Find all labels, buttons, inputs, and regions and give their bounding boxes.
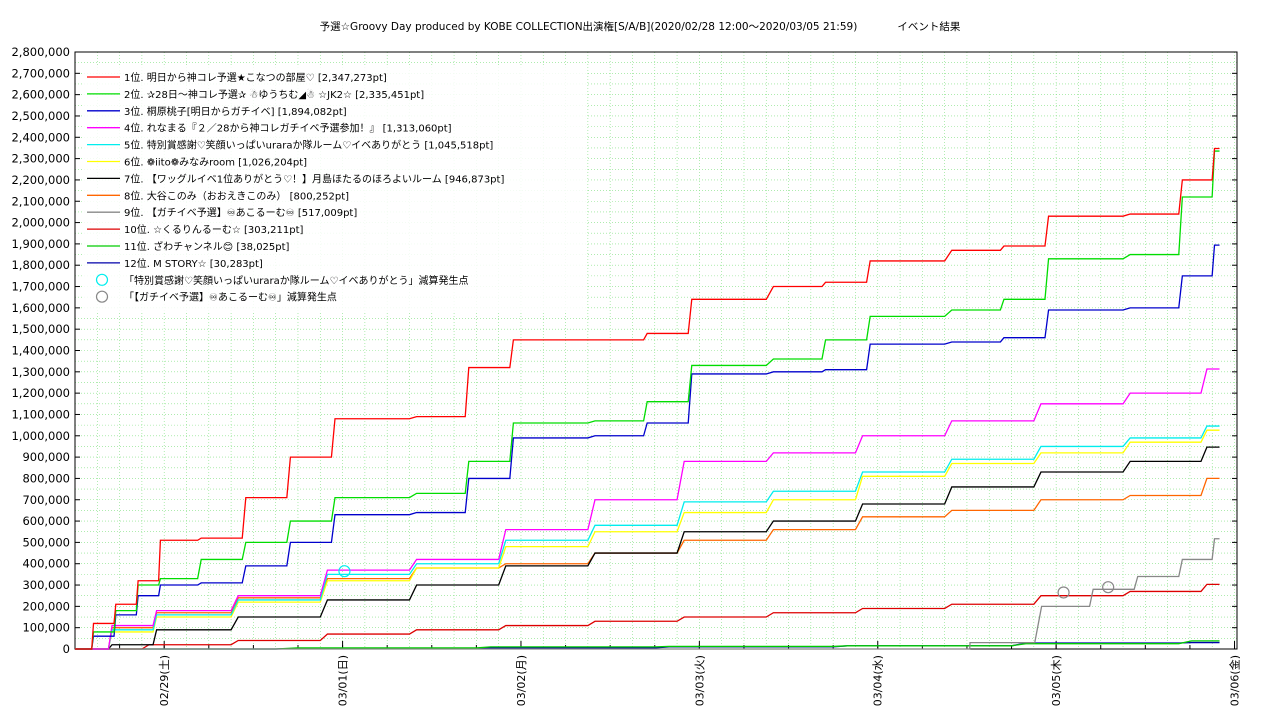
- legend-entry: 6位. ❁iito❁みなみroom [1,026,204pt]: [124, 156, 307, 169]
- series-line-7: [75, 446, 1220, 650]
- legend-entry: 7位. 【ワッグルイベ1位ありがとう♡！】月島ほたるのほろよいルーム [946,…: [124, 172, 504, 185]
- decrement-marker: [1102, 581, 1115, 594]
- y-tick-label: 2,100,000: [11, 194, 70, 208]
- series-line-11: [75, 640, 1220, 650]
- y-tick-label: 200,000: [22, 599, 70, 613]
- y-tick-label: 2,600,000: [11, 88, 70, 102]
- legend-entry: 12位. M STORY☆ [30,283pt]: [124, 257, 263, 270]
- x-tick-label: 02/29(土): [158, 655, 171, 706]
- legend-entry: 1位. 明日から神コレ予選★こなつの部屋♡ [2,347,273pt]: [124, 71, 387, 84]
- legend-entry: 10位. ☆くるりんるーむ☆ [303,211pt]: [124, 223, 304, 236]
- series-line-10: [75, 583, 1220, 650]
- y-tick-label: 2,300,000: [11, 152, 70, 166]
- x-tick-label: 03/06(金): [1228, 655, 1242, 706]
- y-tick-label: 1,500,000: [11, 322, 70, 336]
- series-line-5: [75, 425, 1220, 650]
- y-tick-label: 2,800,000: [11, 45, 70, 59]
- series-line-1: [75, 147, 1220, 650]
- y-tick-label: 2,200,000: [11, 173, 70, 187]
- legend-entry: 8位. 大谷このみ（おおえきこのみ） [800,252pt]: [124, 189, 349, 202]
- decrement-marker: [338, 565, 351, 578]
- y-tick-label: 1,400,000: [11, 344, 70, 358]
- y-tick-label: 0: [63, 642, 70, 656]
- legend-entry: 11位. ざわチャンネル😊 [38,025pt]: [124, 240, 290, 253]
- y-tick-label: 1,300,000: [11, 365, 70, 379]
- chart-markers: [338, 565, 1115, 599]
- series-line-9: [75, 538, 1220, 650]
- legend-box: [82, 66, 587, 312]
- y-tick-label: 700,000: [22, 493, 70, 507]
- y-tick-label: 2,700,000: [11, 66, 70, 80]
- x-tick-label: 03/01(日): [337, 655, 350, 706]
- chart-series: [75, 147, 1220, 650]
- y-tick-label: 2,400,000: [11, 130, 70, 144]
- legend-marker-swatch: [95, 290, 109, 303]
- y-tick-label: 600,000: [22, 514, 70, 528]
- chart-axes: 0 100,000 200,000 300,000 400,000 500,000 600,…: [11, 45, 1241, 706]
- legend-entry: 9位. 【ガチイベ予選】♾あこるーむ♾ [517,009pt]: [124, 206, 357, 219]
- x-tick-label: 03/02(月): [515, 655, 528, 706]
- decrement-marker: [1057, 586, 1070, 599]
- y-tick-label: 400,000: [22, 557, 70, 571]
- series-line-2: [75, 150, 1220, 650]
- legend-marker-entry: 「特別賞感謝♡笑顔いっぱいuraraか隊ルーム♡イベありがとう」減算発生点: [124, 274, 468, 287]
- chart-legend: 1位. 明日から神コレ予選★こなつの部屋♡ [2,347,273pt] 2位. ✰…: [82, 66, 587, 312]
- series-line-4: [75, 368, 1220, 650]
- legend-entry: 2位. ✰28日〜神コレ予選✰ ☃ゆうちむ◢☃ ☆JK2☆ [2,335,451…: [124, 88, 424, 101]
- legend-entry: 3位. 桐原桃子[明日からガチイベ] [1,894,082pt]: [124, 105, 347, 118]
- y-tick-label: 1,700,000: [11, 280, 70, 294]
- chart-title: 予選☆Groovy Day produced by KOBE COLLECTIO…: [319, 21, 961, 33]
- x-tick-label: 03/05(木): [1050, 655, 1063, 706]
- legend-marker-entry: 「【ガチイベ予選】♾あこるーむ♾」減算発生点: [124, 291, 337, 304]
- y-tick-label: 1,100,000: [11, 407, 70, 421]
- y-tick-label: 1,000,000: [11, 429, 70, 443]
- y-tick-label: 900,000: [22, 450, 70, 464]
- series-line-3: [75, 244, 1220, 650]
- y-tick-label: 800,000: [22, 471, 70, 485]
- y-tick-label: 100,000: [22, 621, 70, 635]
- y-tick-label: 300,000: [22, 578, 70, 592]
- y-tick-label: 1,900,000: [11, 237, 70, 251]
- x-tick-label: 03/04(水): [872, 655, 885, 706]
- x-tick-label: 03/03(火): [693, 655, 706, 706]
- y-tick-label: 2,000,000: [11, 216, 70, 230]
- y-tick-label: 1,200,000: [11, 386, 70, 400]
- series-line-6: [75, 429, 1220, 650]
- legend-marker-swatch: [95, 273, 109, 286]
- y-tick-label: 2,500,000: [11, 109, 70, 123]
- y-tick-label: 1,600,000: [11, 301, 70, 315]
- y-tick-label: 500,000: [22, 535, 70, 549]
- legend-entry: 5位. 特別賞感謝♡笑顔いっぱいuraraか隊ルーム♡イベありがとう [1,04…: [124, 139, 493, 152]
- legend-entry: 4位. れなまる『２／28から神コレガチイベ予選参加！』 [1,313,060p…: [124, 122, 452, 135]
- y-tick-label: 1,800,000: [11, 258, 70, 272]
